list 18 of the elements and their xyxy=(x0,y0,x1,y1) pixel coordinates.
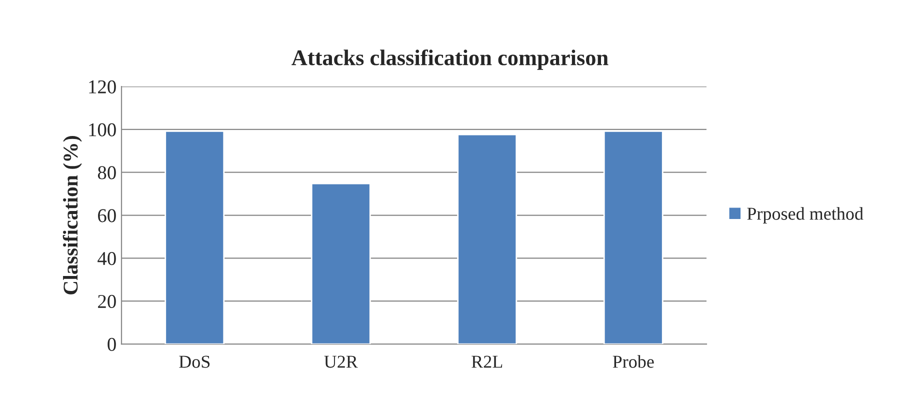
chart-title: Attacks classification comparison xyxy=(292,49,608,70)
y-tick-label: 60 xyxy=(98,209,116,222)
y-tick-label: 80 xyxy=(98,166,116,180)
x-tick-label: Probe xyxy=(612,355,654,368)
bar xyxy=(603,130,664,344)
y-axis-title: Classification (%) xyxy=(62,136,82,294)
x-tick-label: DoS xyxy=(179,356,210,368)
y-tick-label: 120 xyxy=(89,80,116,94)
x-tick-label: U2R xyxy=(324,356,358,368)
y-tick-label: 20 xyxy=(98,294,116,308)
y-tick-label: 100 xyxy=(89,123,116,136)
legend-label: Prposed method xyxy=(747,207,864,224)
bar xyxy=(457,134,518,344)
x-tick-label: R2L xyxy=(472,356,502,368)
bar xyxy=(310,182,371,344)
y-tick-label: 0 xyxy=(108,338,116,351)
y-tick-label: 40 xyxy=(98,252,116,266)
bar xyxy=(164,130,225,344)
